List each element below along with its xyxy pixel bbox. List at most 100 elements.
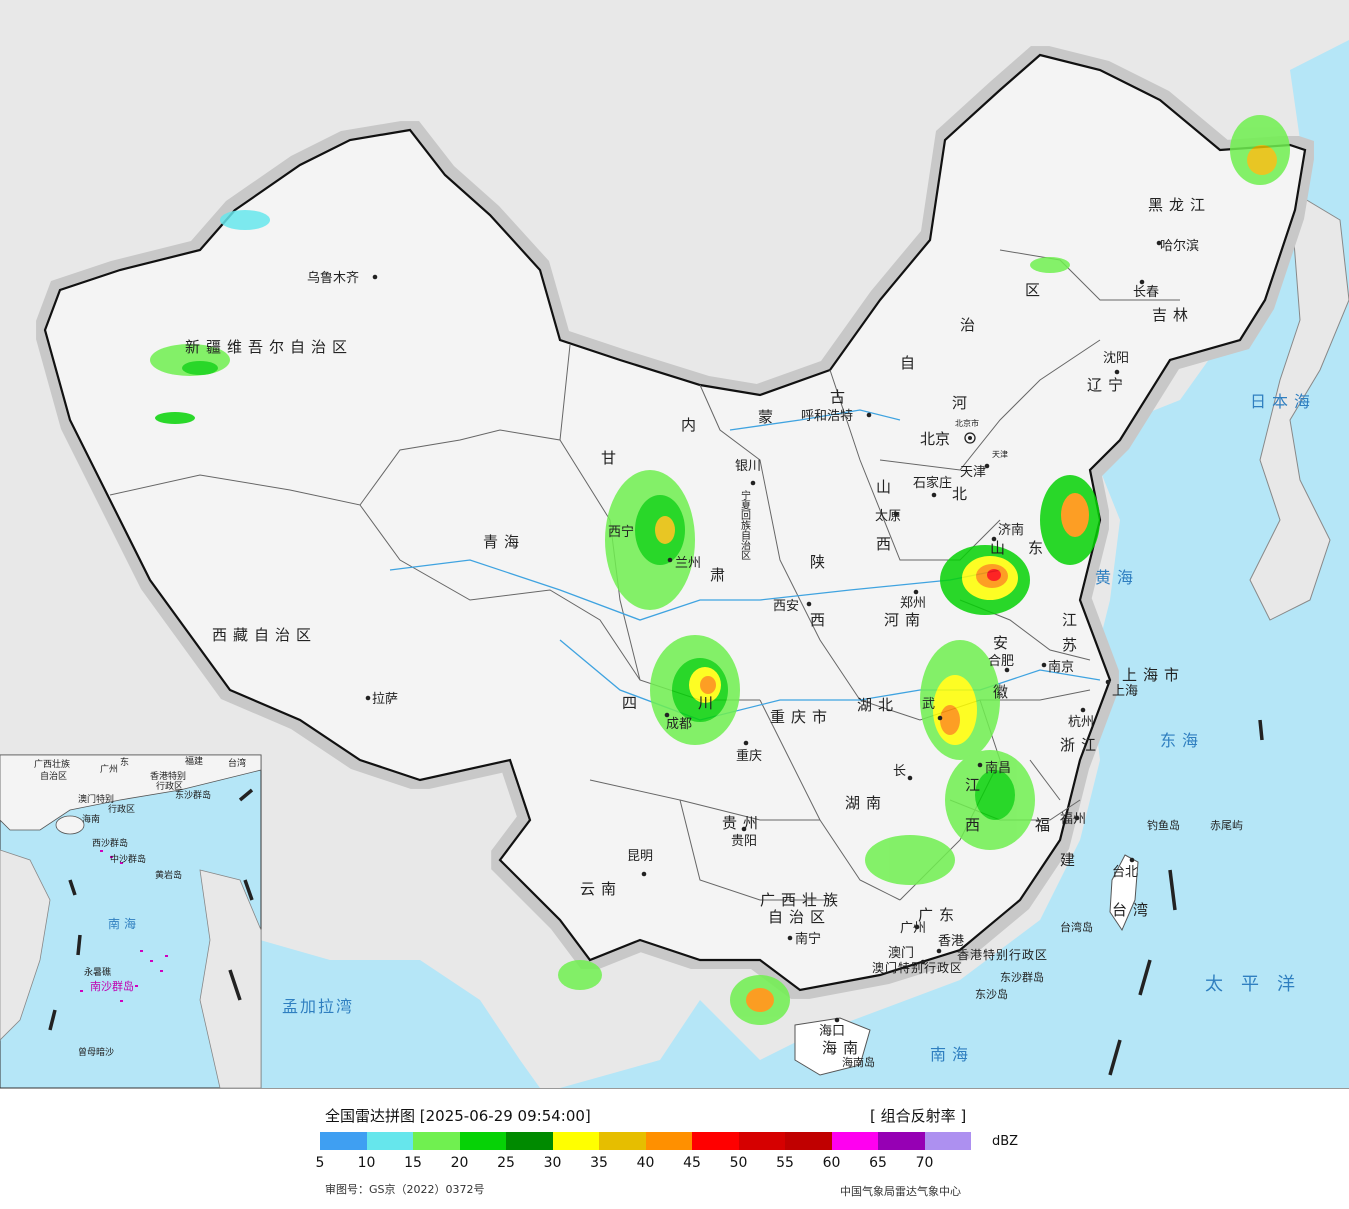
inset-label: 台湾 bbox=[228, 757, 246, 769]
city-label: 广州 bbox=[900, 921, 926, 936]
province-label: 宁夏回族自治区 bbox=[739, 489, 751, 560]
province-label: 吉林 bbox=[1152, 306, 1194, 324]
inset-label: 西沙群岛 bbox=[92, 837, 128, 849]
legend-swatch bbox=[366, 1132, 413, 1150]
inset-label: 南沙群岛 bbox=[90, 979, 134, 993]
sea-label: 日本海 bbox=[1250, 392, 1316, 411]
inset-label: 自治区 bbox=[40, 770, 67, 782]
organization: 中国气象局雷达气象中心 bbox=[840, 1185, 961, 1198]
hainan-island bbox=[794, 1017, 871, 1076]
city-label: 福州 bbox=[1060, 812, 1086, 827]
inset-label: 广西壮族 bbox=[34, 758, 70, 770]
city-label: 郑州 bbox=[900, 596, 926, 611]
city-markers bbox=[365, 240, 1162, 1023]
rivers bbox=[389, 409, 1101, 721]
inset-label: 黄岩岛 bbox=[155, 869, 182, 881]
legend-panel: 全国雷达拼图 [2025-06-29 09:54:00] [ 组合反射率 ] d… bbox=[0, 1088, 1349, 1209]
legend-swatch bbox=[320, 1132, 367, 1150]
city-label: 长 bbox=[893, 764, 906, 779]
province-label: 陕 bbox=[810, 553, 831, 571]
inset-label: 东沙群岛 bbox=[175, 789, 211, 801]
province-label: 蒙 bbox=[758, 408, 779, 426]
province-label: 古 bbox=[830, 388, 851, 406]
city-label: 兰州 bbox=[675, 556, 701, 571]
legend-tick: 35 bbox=[590, 1155, 608, 1171]
city-label: 台北 bbox=[1112, 865, 1138, 880]
city-label: 拉萨 bbox=[372, 692, 398, 707]
city-label: 南昌 bbox=[985, 760, 1011, 776]
province-labels: 新疆维吾尔自治区 西藏自治区 青海 甘 肃 内 蒙 古 自 治 区 黑龙江 吉林… bbox=[185, 196, 1205, 1057]
city-label: 成都 bbox=[666, 717, 692, 732]
province-label: 江 bbox=[1062, 611, 1083, 629]
city-label: 石家庄 bbox=[913, 475, 952, 491]
legend-swatch bbox=[831, 1132, 878, 1150]
sea-labels: 日本海 黄海 东海 太平洋 南海 孟加拉湾 bbox=[282, 392, 1316, 1064]
province-label: 山 bbox=[990, 539, 1011, 557]
province-label: 治 bbox=[960, 316, 981, 334]
taiwan-island bbox=[1109, 854, 1139, 932]
inset-label: 永暑礁 bbox=[84, 966, 111, 978]
province-label: 新疆维吾尔自治区 bbox=[185, 338, 353, 356]
legend-tick: 55 bbox=[776, 1155, 794, 1171]
legend-swatch bbox=[738, 1132, 785, 1150]
approval-number: 审图号：GS京（2022）0372号 bbox=[325, 1183, 485, 1196]
city-label: 澳门 bbox=[888, 945, 914, 961]
province-label: 甘 bbox=[601, 449, 622, 467]
province-label: 西 bbox=[876, 535, 897, 553]
dash-line bbox=[48, 719, 1264, 1076]
inset-label: 广州 bbox=[100, 763, 118, 775]
city-label: 上海 bbox=[1112, 684, 1138, 699]
inset-label: 中沙群岛 bbox=[110, 853, 146, 865]
province-label: 台湾 bbox=[1112, 901, 1154, 919]
city-label: 济南 bbox=[998, 522, 1024, 538]
province-label: 香港特别行政区 bbox=[957, 947, 1048, 962]
province-label: 广东 bbox=[918, 906, 960, 924]
ningxia-vertical-label: 宁夏回族自治区 bbox=[739, 489, 751, 560]
province-label: 西藏自治区 bbox=[212, 626, 317, 644]
legend-swatch bbox=[645, 1132, 692, 1150]
legend-swatch bbox=[924, 1132, 971, 1150]
legend-tick: 70 bbox=[915, 1155, 934, 1171]
island-label: 东沙岛 bbox=[975, 987, 1008, 1001]
legend-tick: 40 bbox=[636, 1155, 655, 1171]
province-label: 上海市 bbox=[1122, 666, 1185, 684]
province-label: 广西壮族 bbox=[760, 891, 844, 909]
city-label: 北京市 bbox=[955, 418, 979, 428]
province-label: 云南 bbox=[580, 880, 622, 898]
legend-swatch bbox=[692, 1132, 739, 1150]
city-label: 武 bbox=[922, 697, 935, 712]
city-label: 长春 bbox=[1133, 285, 1159, 300]
legend-swatch bbox=[506, 1132, 553, 1150]
legend-title: 全国雷达拼图 [2025-06-29 09:54:00] bbox=[325, 1107, 591, 1125]
inset-label: 行政区 bbox=[156, 780, 183, 792]
city-label: 南京 bbox=[1048, 659, 1074, 675]
sea-label: 南海 bbox=[930, 1045, 974, 1064]
province-label: 浙江 bbox=[1060, 736, 1102, 754]
province-label: 川 bbox=[698, 694, 719, 712]
island-label: 台湾岛 bbox=[1060, 920, 1093, 934]
province-label: 东 bbox=[1028, 539, 1049, 557]
province-label: 澳门特别行政区 bbox=[872, 960, 963, 975]
city-label: 杭州 bbox=[1068, 715, 1094, 730]
inset-label: 东 bbox=[120, 756, 129, 768]
province-label: 安 bbox=[993, 634, 1014, 652]
city-label: 合肥 bbox=[988, 654, 1014, 669]
legend-swatch bbox=[878, 1132, 925, 1150]
province-label: 北 bbox=[952, 485, 973, 503]
province-label: 苏 bbox=[1062, 636, 1083, 654]
city-label: 海口 bbox=[819, 1024, 845, 1039]
province-label: 湖南 bbox=[845, 794, 887, 812]
legend-swatch bbox=[552, 1132, 599, 1150]
island-label: 东沙群岛 bbox=[1000, 970, 1044, 984]
legend-tick: 5 bbox=[315, 1155, 325, 1171]
province-label: 四 bbox=[622, 694, 643, 712]
legend-product: [ 组合反射率 ] bbox=[870, 1107, 967, 1125]
city-label: 南宁 bbox=[795, 931, 821, 947]
inset-label: 曾母暗沙 bbox=[78, 1046, 114, 1058]
city-label: 银川 bbox=[735, 459, 761, 474]
province-label: 肃 bbox=[710, 566, 731, 584]
inset-label: 南海 bbox=[108, 916, 140, 931]
province-label: 山 bbox=[876, 478, 897, 496]
sea-label: 孟加拉湾 bbox=[282, 997, 354, 1016]
legend-swatch bbox=[413, 1132, 460, 1150]
